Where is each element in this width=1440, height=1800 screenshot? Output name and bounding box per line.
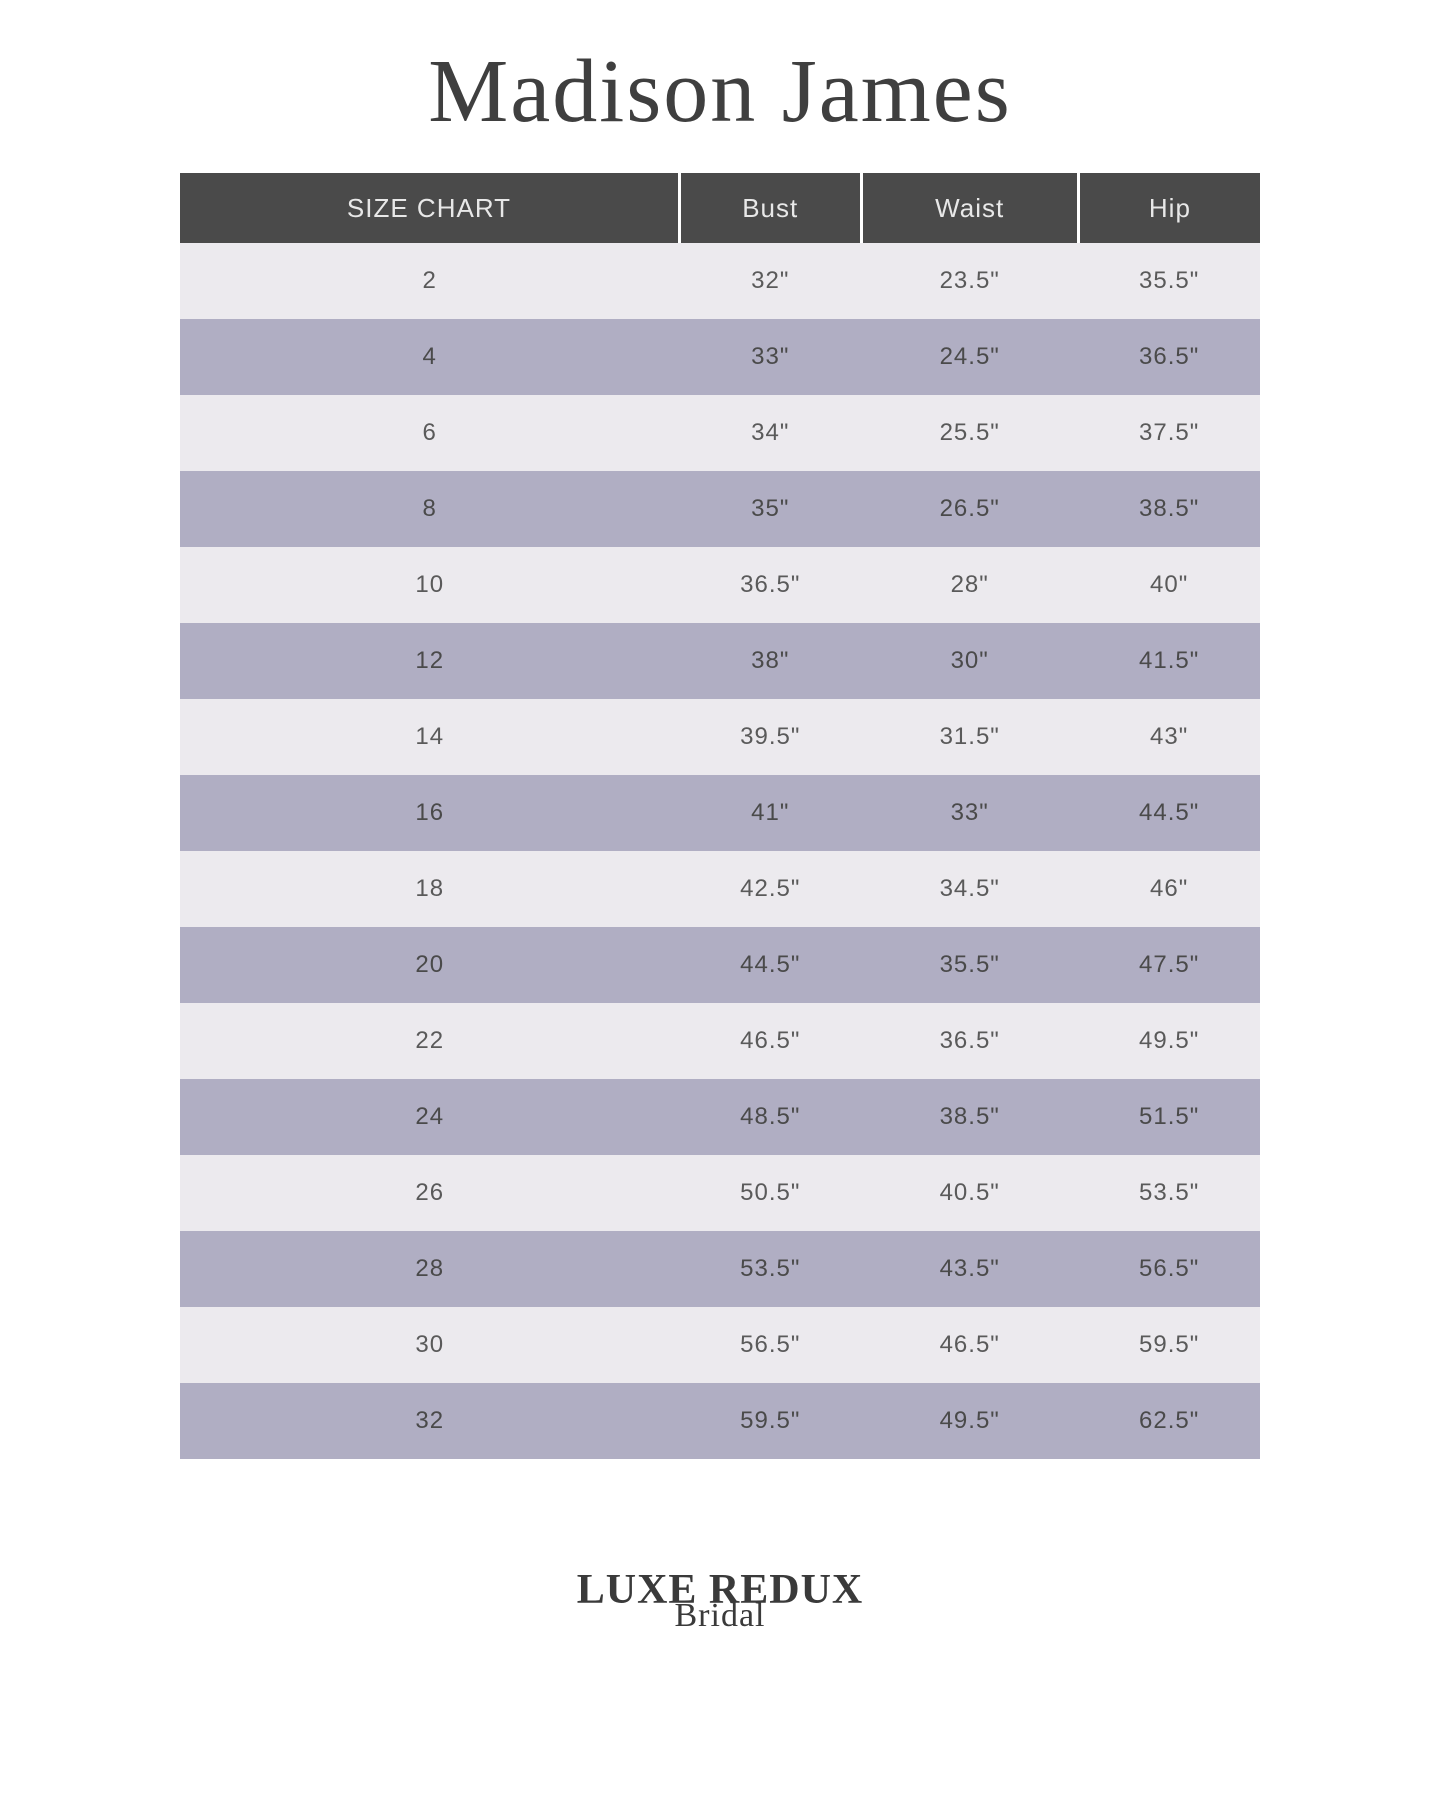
col-bust: Bust	[679, 173, 861, 243]
table-cell: 20	[180, 927, 679, 1003]
col-size: SIZE CHART	[180, 173, 679, 243]
table-row: 3056.5"46.5"59.5"	[180, 1307, 1260, 1383]
table-cell: 42.5"	[679, 851, 861, 927]
table-cell: 53.5"	[1078, 1155, 1260, 1231]
table-cell: 2	[180, 243, 679, 319]
table-cell: 35.5"	[861, 927, 1078, 1003]
table-cell: 50.5"	[679, 1155, 861, 1231]
table-cell: 59.5"	[679, 1383, 861, 1459]
table-cell: 14	[180, 699, 679, 775]
table-cell: 56.5"	[679, 1307, 861, 1383]
table-cell: 43.5"	[861, 1231, 1078, 1307]
table-row: 2448.5"38.5"51.5"	[180, 1079, 1260, 1155]
table-cell: 46.5"	[679, 1003, 861, 1079]
table-cell: 44.5"	[679, 927, 861, 1003]
table-cell: 41.5"	[1078, 623, 1260, 699]
table-cell: 36.5"	[861, 1003, 1078, 1079]
table-cell: 56.5"	[1078, 1231, 1260, 1307]
table-cell: 26.5"	[861, 471, 1078, 547]
table-cell: 51.5"	[1078, 1079, 1260, 1155]
table-cell: 30	[180, 1307, 679, 1383]
table-cell: 6	[180, 395, 679, 471]
table-cell: 38.5"	[1078, 471, 1260, 547]
table-cell: 31.5"	[861, 699, 1078, 775]
table-cell: 18	[180, 851, 679, 927]
table-row: 232"23.5"35.5"	[180, 243, 1260, 319]
table-cell: 28	[180, 1231, 679, 1307]
table-cell: 24	[180, 1079, 679, 1155]
table-cell: 43"	[1078, 699, 1260, 775]
table-cell: 26	[180, 1155, 679, 1231]
table-row: 2650.5"40.5"53.5"	[180, 1155, 1260, 1231]
table-cell: 16	[180, 775, 679, 851]
table-cell: 48.5"	[679, 1079, 861, 1155]
table-row: 3259.5"49.5"62.5"	[180, 1383, 1260, 1459]
table-cell: 38"	[679, 623, 861, 699]
table-cell: 49.5"	[1078, 1003, 1260, 1079]
table-row: 1641"33"44.5"	[180, 775, 1260, 851]
table-cell: 36.5"	[679, 547, 861, 623]
table-cell: 22	[180, 1003, 679, 1079]
footer-logo: LUXE REDUX Bridal	[577, 1569, 864, 1635]
table-cell: 59.5"	[1078, 1307, 1260, 1383]
table-cell: 33"	[861, 775, 1078, 851]
table-cell: 39.5"	[679, 699, 861, 775]
table-cell: 24.5"	[861, 319, 1078, 395]
table-cell: 53.5"	[679, 1231, 861, 1307]
table-cell: 10	[180, 547, 679, 623]
table-header-row: SIZE CHART Bust Waist Hip	[180, 173, 1260, 243]
table-cell: 35.5"	[1078, 243, 1260, 319]
table-row: 1238"30"41.5"	[180, 623, 1260, 699]
table-cell: 12	[180, 623, 679, 699]
table-cell: 41"	[679, 775, 861, 851]
table-cell: 36.5"	[1078, 319, 1260, 395]
table-cell: 32"	[679, 243, 861, 319]
table-cell: 46.5"	[861, 1307, 1078, 1383]
table-cell: 47.5"	[1078, 927, 1260, 1003]
table-row: 1842.5"34.5"46"	[180, 851, 1260, 927]
table-cell: 8	[180, 471, 679, 547]
table-cell: 33"	[679, 319, 861, 395]
table-cell: 46"	[1078, 851, 1260, 927]
table-cell: 49.5"	[861, 1383, 1078, 1459]
table-cell: 40"	[1078, 547, 1260, 623]
table-row: 2246.5"36.5"49.5"	[180, 1003, 1260, 1079]
table-row: 1439.5"31.5"43"	[180, 699, 1260, 775]
col-hip: Hip	[1078, 173, 1260, 243]
table-row: 2853.5"43.5"56.5"	[180, 1231, 1260, 1307]
col-waist: Waist	[861, 173, 1078, 243]
table-cell: 44.5"	[1078, 775, 1260, 851]
table-row: 2044.5"35.5"47.5"	[180, 927, 1260, 1003]
table-row: 433"24.5"36.5"	[180, 319, 1260, 395]
table-row: 835"26.5"38.5"	[180, 471, 1260, 547]
table-cell: 28"	[861, 547, 1078, 623]
table-cell: 62.5"	[1078, 1383, 1260, 1459]
table-row: 634"25.5"37.5"	[180, 395, 1260, 471]
table-cell: 37.5"	[1078, 395, 1260, 471]
table-cell: 4	[180, 319, 679, 395]
table-cell: 25.5"	[861, 395, 1078, 471]
table-row: 1036.5"28"40"	[180, 547, 1260, 623]
table-cell: 35"	[679, 471, 861, 547]
table-cell: 34.5"	[861, 851, 1078, 927]
table-cell: 23.5"	[861, 243, 1078, 319]
table-cell: 38.5"	[861, 1079, 1078, 1155]
table-cell: 34"	[679, 395, 861, 471]
size-chart-table: SIZE CHART Bust Waist Hip 232"23.5"35.5"…	[180, 173, 1260, 1459]
table-cell: 40.5"	[861, 1155, 1078, 1231]
table-cell: 32	[180, 1383, 679, 1459]
table-cell: 30"	[861, 623, 1078, 699]
brand-title: Madison James	[428, 40, 1011, 143]
